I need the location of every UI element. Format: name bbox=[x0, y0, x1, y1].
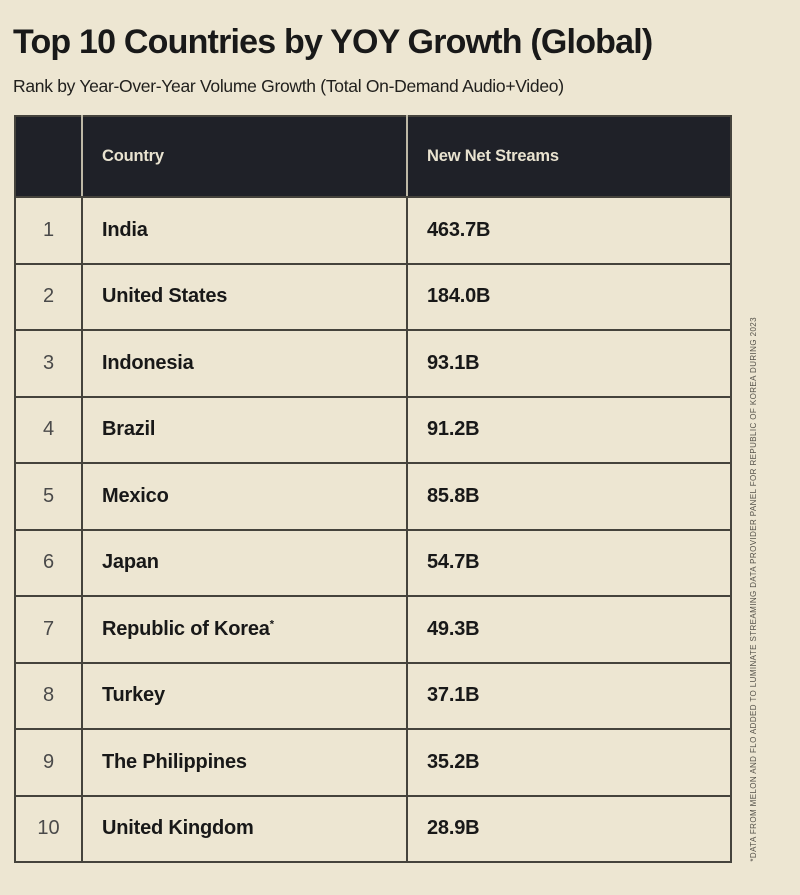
footnote-vertical-text: *DATA FROM MELON AND FLO ADDED TO LUMINA… bbox=[749, 317, 758, 862]
rank-cell: 9 bbox=[14, 728, 83, 797]
country-name: Republic of Korea bbox=[102, 617, 270, 640]
country-name: United States bbox=[102, 285, 228, 308]
rank-cell: 3 bbox=[14, 329, 83, 398]
table-row: 3 Indonesia 93.1B bbox=[14, 329, 732, 398]
page-subtitle: Rank by Year-Over-Year Volume Growth (To… bbox=[13, 76, 564, 96]
streams-value-cell: 54.7B bbox=[406, 528, 732, 597]
streams-value-cell: 85.8B bbox=[406, 462, 732, 531]
country-cell: United States bbox=[81, 262, 408, 331]
country-cell: The Philippines bbox=[81, 728, 408, 797]
rank-cell: 7 bbox=[14, 595, 83, 664]
rank-cell: 4 bbox=[14, 395, 83, 464]
table-row: 4 Brazil 91.2B bbox=[14, 395, 732, 464]
country-cell: United Kingdom bbox=[81, 794, 408, 863]
country-name: India bbox=[102, 218, 148, 241]
table-row: 8 Turkey 37.1B bbox=[14, 661, 732, 730]
country-cell: Turkey bbox=[81, 661, 408, 730]
rank-cell: 1 bbox=[14, 196, 83, 265]
country-cell: Republic of Korea* bbox=[81, 595, 408, 664]
streams-value-cell: 93.1B bbox=[406, 329, 732, 398]
country-name: Indonesia bbox=[102, 351, 194, 374]
streams-value-cell: 463.7B bbox=[406, 196, 732, 265]
rank-column-header bbox=[15, 116, 82, 198]
table-row: 6 Japan 54.7B bbox=[14, 528, 732, 597]
country-name: The Philippines bbox=[102, 750, 247, 773]
rank-cell: 10 bbox=[14, 794, 83, 863]
rank-cell: 8 bbox=[14, 661, 83, 730]
streams-value-cell: 184.0B bbox=[406, 262, 732, 331]
country-cell: India bbox=[81, 196, 408, 265]
country-name: Japan bbox=[102, 551, 159, 574]
table-row: 10 United Kingdom 28.9B bbox=[14, 794, 732, 863]
streams-value-cell: 35.2B bbox=[406, 728, 732, 797]
country-column-header: Country bbox=[81, 116, 407, 198]
country-cell: Japan bbox=[81, 528, 408, 597]
table-row: 5 Mexico 85.8B bbox=[14, 462, 732, 531]
streams-column-header: New Net Streams bbox=[406, 116, 731, 198]
table-row: 1 India 463.7B bbox=[14, 196, 732, 265]
rank-cell: 2 bbox=[14, 262, 83, 331]
rankings-table: Country New Net Streams 1 India 463.7B 2… bbox=[14, 115, 732, 863]
table-header-row: Country New Net Streams bbox=[15, 116, 731, 198]
country-name: United Kingdom bbox=[102, 817, 254, 840]
streams-value-cell: 37.1B bbox=[406, 661, 732, 730]
country-cell: Mexico bbox=[81, 462, 408, 531]
table-row: 2 United States 184.0B bbox=[14, 262, 732, 331]
table-row: 7 Republic of Korea* 49.3B bbox=[14, 595, 732, 664]
table-row: 9 The Philippines 35.2B bbox=[14, 728, 732, 797]
streams-value-cell: 91.2B bbox=[406, 395, 732, 464]
footnote-marker: * bbox=[269, 618, 274, 631]
rank-cell: 5 bbox=[14, 462, 83, 531]
country-cell: Brazil bbox=[81, 395, 408, 464]
country-name: Mexico bbox=[102, 484, 169, 507]
rank-cell: 6 bbox=[14, 528, 83, 597]
page-title: Top 10 Countries by YOY Growth (Global) bbox=[13, 23, 653, 61]
country-cell: Indonesia bbox=[81, 329, 408, 398]
country-name: Turkey bbox=[102, 684, 165, 707]
country-name: Brazil bbox=[102, 418, 156, 441]
streams-value-cell: 28.9B bbox=[406, 794, 732, 863]
streams-value-cell: 49.3B bbox=[406, 595, 732, 664]
